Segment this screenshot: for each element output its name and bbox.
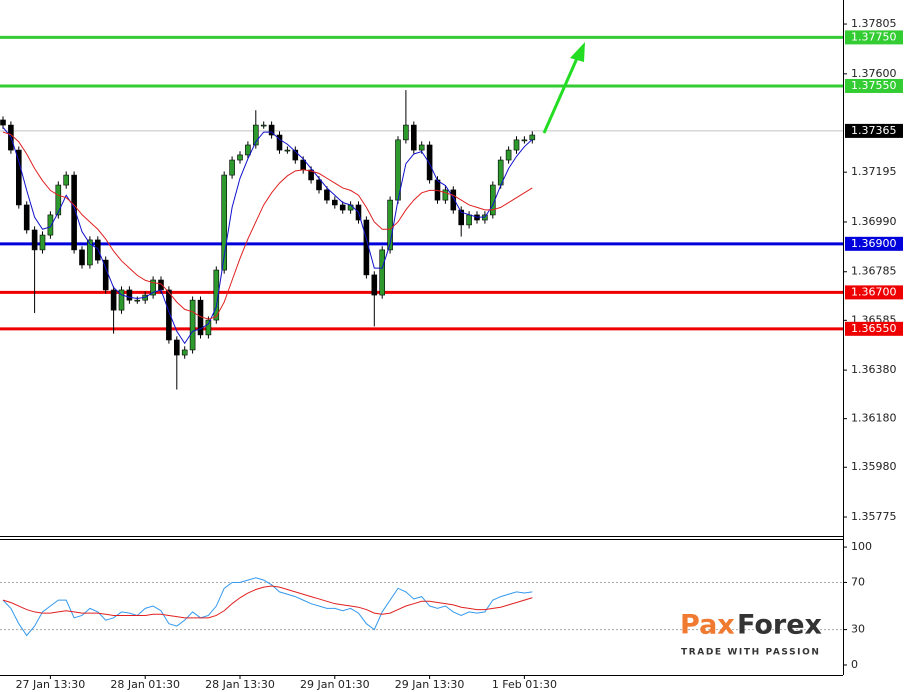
logo-tagline: TRADE WITH PASSION <box>681 648 821 658</box>
indicator-line <box>2 577 533 637</box>
candle-body <box>339 204 346 211</box>
candle-body <box>276 134 283 151</box>
level-label: 1.37365 <box>851 124 897 137</box>
candle-body <box>55 184 62 216</box>
candle-body <box>134 299 141 302</box>
candle-body <box>331 199 338 206</box>
candle-body <box>95 239 101 261</box>
x-tick-label: 28 Jan 13:30 <box>205 678 275 691</box>
candle-body <box>521 139 528 142</box>
candle-body <box>118 289 125 311</box>
candle-body <box>363 219 370 276</box>
level-label: 1.37750 <box>851 30 897 43</box>
y-tick-label: 1.36785 <box>851 265 897 278</box>
logo-brand-b: Forex <box>737 610 822 641</box>
y-tick-label: 1.36180 <box>851 412 897 425</box>
candle-body <box>158 279 164 291</box>
candle-body <box>458 209 465 226</box>
candle-body <box>316 179 322 191</box>
candle-body <box>513 139 520 151</box>
candle-body <box>23 204 30 231</box>
candle-body <box>166 289 172 341</box>
candle-body <box>79 249 85 266</box>
moving-average <box>2 131 533 320</box>
candle-body <box>110 289 117 311</box>
candle-body <box>529 134 536 141</box>
y-tick-label: 0 <box>851 658 858 671</box>
candle-body <box>466 214 472 226</box>
candle-body <box>245 144 251 156</box>
candle-body <box>174 339 180 356</box>
level-label-box <box>845 236 903 251</box>
indicator-line <box>2 585 533 619</box>
y-tick-label: 1.37805 <box>851 17 897 30</box>
candle-body <box>387 199 393 251</box>
level-label-box <box>845 30 903 45</box>
candle-body <box>150 279 156 296</box>
candle-body <box>71 174 77 251</box>
x-tick-label: 1 Feb 01:30 <box>492 678 557 691</box>
candle-body <box>450 189 457 211</box>
candle-body <box>403 124 409 141</box>
level-label-box <box>845 285 903 300</box>
logo: Pax Forex TRADE WITH PASSION <box>680 610 822 658</box>
level-label: 1.37550 <box>851 79 897 92</box>
candle-body <box>189 299 196 351</box>
level-label: 1.36700 <box>851 285 897 298</box>
x-tick-label: 29 Jan 13:30 <box>395 678 465 691</box>
candle-body <box>268 124 275 136</box>
level-label: 1.36900 <box>851 237 897 250</box>
candle-body <box>426 144 433 181</box>
forecast-arrow <box>542 42 585 134</box>
candle-body <box>31 229 38 251</box>
candle-body <box>87 239 93 266</box>
x-tick-label: 27 Jan 13:30 <box>16 678 86 691</box>
level-label: 1.36550 <box>851 322 897 335</box>
logo-brand-a: Pax <box>680 610 735 641</box>
y-tick-label: 1.36380 <box>851 363 897 376</box>
candle-body <box>347 204 354 211</box>
y-tick-label: 30 <box>851 623 865 636</box>
x-tick-label: 29 Jan 01:30 <box>300 678 370 691</box>
candle-body <box>260 124 267 127</box>
candle-body <box>379 249 386 296</box>
candle-body <box>126 289 133 301</box>
candle-body <box>284 149 291 152</box>
y-tick-label: 1.37195 <box>851 165 897 178</box>
x-tick-label: 28 Jan 01:30 <box>110 678 180 691</box>
candle-body <box>229 159 235 176</box>
candle-body <box>63 174 70 186</box>
candle-body <box>0 119 6 126</box>
candle-body <box>15 149 22 206</box>
candle-body <box>292 149 299 161</box>
candle-body <box>418 144 425 151</box>
y-tick-label: 1.35980 <box>851 460 897 473</box>
candle-body <box>181 349 188 356</box>
y-tick-label: 1.37600 <box>851 67 897 80</box>
candle-body <box>47 214 54 236</box>
level-label-box <box>845 123 903 138</box>
candle-body <box>253 124 259 146</box>
y-tick-label: 100 <box>851 540 872 553</box>
candle-body <box>371 274 378 296</box>
level-label-box <box>845 78 903 93</box>
y-tick-label: 70 <box>851 575 865 588</box>
candle-body <box>213 269 220 321</box>
candle-body <box>505 149 512 161</box>
candle-body <box>410 124 417 151</box>
candle-body <box>308 169 314 181</box>
candle-body <box>442 189 449 201</box>
candle-body <box>39 234 46 251</box>
candle-body <box>237 154 243 161</box>
moving-average <box>2 126 533 345</box>
y-tick-label: 1.36990 <box>851 215 897 228</box>
candle-body <box>221 174 227 271</box>
level-label-box <box>845 321 903 336</box>
y-tick-label: 1.35775 <box>851 510 897 523</box>
candle-body <box>324 189 330 201</box>
candle-body <box>205 319 212 336</box>
